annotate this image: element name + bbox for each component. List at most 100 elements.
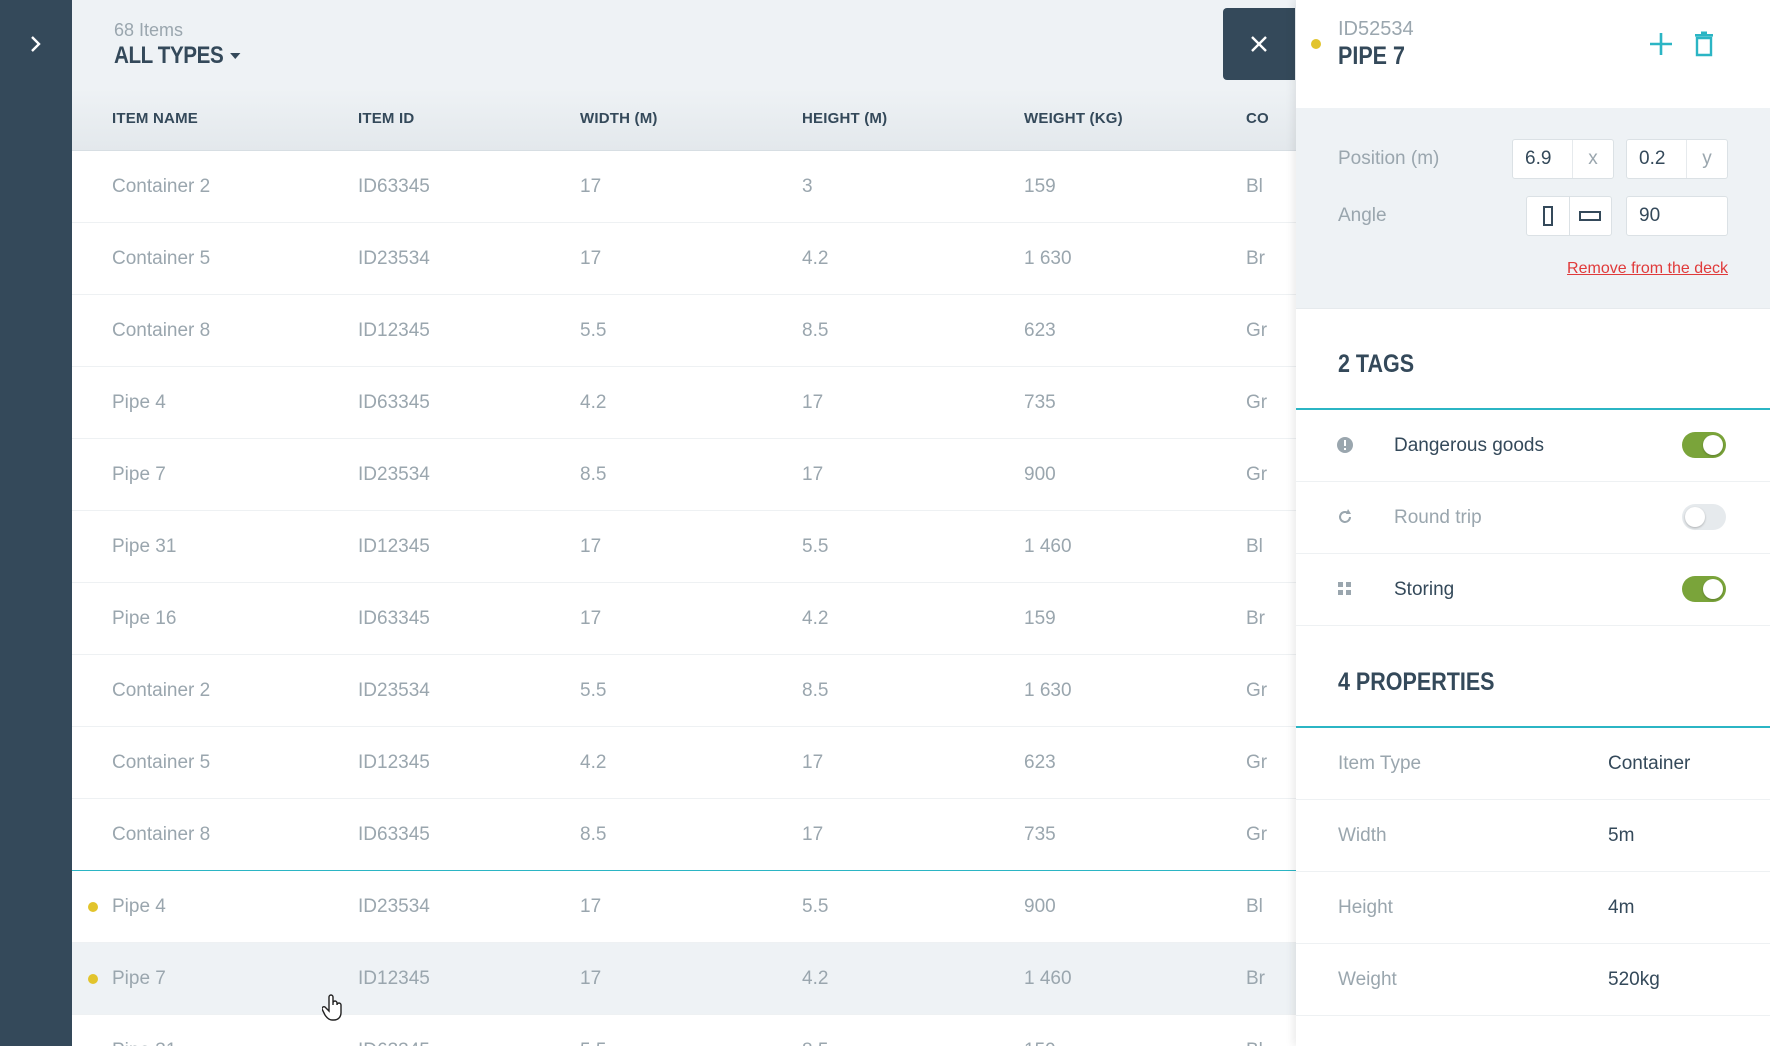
table-row[interactable]: Container 2 ID23534 5.5 8.5 1 630 Gr	[72, 655, 1296, 727]
cell-item-name: Pipe 7	[112, 464, 166, 485]
table-row[interactable]: Pipe 4 ID63345 4.2 17 735 Gr	[72, 367, 1296, 439]
property-key: Width	[1338, 825, 1387, 846]
cell-weight: 1 460	[1024, 536, 1072, 557]
grid-icon	[1338, 582, 1351, 595]
position-section: Position (m) 6.9 x 0.2 y Angle 90	[1296, 108, 1770, 309]
position-y-unit: y	[1686, 140, 1727, 178]
column-header-item-id[interactable]: ITEM ID	[358, 110, 415, 127]
table-row[interactable]: Container 8 ID12345 5.5 8.5 623 Gr	[72, 295, 1296, 367]
table-row[interactable]: Container 5 ID12345 4.2 17 623 Gr	[72, 727, 1296, 799]
toggle-knob	[1703, 579, 1723, 599]
position-y-value: 0.2	[1639, 148, 1666, 169]
cell-width: 17	[580, 896, 602, 917]
table-row[interactable]: Container 8 ID63345 8.5 17 735 Gr	[72, 799, 1296, 871]
detail-header: ID52534 PIPE 7	[1296, 0, 1770, 109]
column-header-width[interactable]: WIDTH (M)	[580, 110, 658, 127]
cell-item-name: Container 8	[112, 320, 211, 341]
cell-weight: 900	[1024, 464, 1056, 485]
expand-sidebar-button[interactable]	[20, 24, 52, 64]
cell-height: 17	[802, 752, 824, 773]
cell-height: 3	[802, 176, 813, 197]
table-row[interactable]: Pipe 7 ID23534 8.5 17 900 Gr	[72, 439, 1296, 511]
cell-weight: 1 460	[1024, 968, 1072, 989]
tag-row-round-trip: Round trip	[1296, 482, 1770, 554]
cell-color: Gr	[1246, 392, 1268, 413]
column-header-height[interactable]: HEIGHT (M)	[802, 110, 888, 127]
cell-item-id: ID12345	[358, 752, 430, 773]
cell-item-name: Container 5	[112, 248, 211, 269]
horizontal-orientation-button[interactable]	[1568, 197, 1612, 235]
cell-color: Gr	[1246, 320, 1268, 341]
chevron-right-icon	[31, 36, 41, 52]
table-row[interactable]: Container 5 ID23534 17 4.2 1 630 Br	[72, 223, 1296, 295]
round-trip-toggle[interactable]	[1682, 504, 1726, 530]
cell-width: 17	[580, 968, 602, 989]
remove-from-deck-link[interactable]: Remove from the deck	[1567, 260, 1728, 277]
cell-item-id: ID12345	[358, 320, 430, 341]
cell-item-name: Pipe 31	[112, 1015, 176, 1046]
table-row[interactable]: Pipe 4 ID23534 17 5.5 900 Bl	[72, 871, 1296, 943]
dangerous-goods-toggle[interactable]	[1682, 432, 1726, 458]
property-value: 4m	[1608, 897, 1635, 918]
cell-width: 8.5	[580, 464, 607, 485]
items-table-body: Container 2 ID63345 17 3 159 Bl Container 5 ID2…	[72, 151, 1296, 1046]
column-header-item-name[interactable]: ITEM NAME	[112, 110, 198, 127]
cell-width: 17	[580, 608, 602, 629]
angle-value: 90	[1639, 205, 1661, 226]
tags-section-header: 2 TAGS	[1296, 308, 1770, 410]
table-row[interactable]: Pipe 31 ID63345 5.5 8.5 159 Bl	[72, 1015, 1296, 1046]
add-button[interactable]	[1643, 26, 1679, 62]
angle-label: Angle	[1338, 205, 1387, 226]
cell-color: Br	[1246, 248, 1265, 269]
storing-toggle[interactable]	[1682, 576, 1726, 602]
cell-item-name: Pipe 16	[112, 608, 177, 629]
cell-item-name: Container 2	[112, 680, 211, 701]
item-status-dot	[1311, 39, 1321, 49]
table-row[interactable]: Pipe 16 ID63345 17 4.2 159 Br	[72, 583, 1296, 655]
property-key: Weight	[1338, 969, 1397, 990]
cell-height: 5.5	[802, 536, 829, 557]
cell-weight: 1 630	[1024, 680, 1072, 701]
items-list-area: 68 Items ALL TYPES ITEM NAME ITEM ID WID…	[72, 0, 1296, 1046]
placed-marker-dot	[88, 902, 98, 912]
type-filter-dropdown[interactable]: ALL TYPES	[114, 42, 241, 70]
detail-item-name: PIPE 7	[1338, 42, 1405, 70]
cell-item-id: ID23534	[358, 680, 430, 701]
position-x-input[interactable]: 6.9 x	[1512, 139, 1614, 179]
column-header-weight[interactable]: WEIGHT (KG)	[1024, 110, 1123, 127]
vertical-orientation-button[interactable]	[1527, 197, 1569, 235]
close-panel-button[interactable]	[1223, 8, 1295, 80]
tag-row-storing: Storing	[1296, 554, 1770, 626]
cell-weight: 159	[1024, 608, 1056, 629]
cell-height: 17	[802, 392, 824, 413]
table-row[interactable]: Pipe 31 ID12345 17 5.5 1 460 Bl	[72, 511, 1296, 583]
property-row-height: Height 4m	[1296, 872, 1770, 944]
tags-title: 2 TAGS	[1338, 350, 1415, 378]
cell-item-id: ID23534	[358, 248, 430, 269]
cell-item-name: Container 5	[112, 752, 211, 773]
cell-color: Bl	[1246, 176, 1263, 197]
cell-width: 8.5	[580, 824, 607, 845]
table-row[interactable]: Container 2 ID63345 17 3 159 Bl	[72, 151, 1296, 223]
cell-height: 5.5	[802, 896, 829, 917]
angle-input[interactable]: 90	[1626, 196, 1728, 236]
cell-height: 4.2	[802, 248, 829, 269]
detail-item-id: ID52534	[1338, 18, 1414, 40]
table-row[interactable]: Pipe 7 ID12345 17 4.2 1 460 Br	[72, 943, 1296, 1015]
cell-width: 4.2	[580, 392, 607, 413]
table-header: ITEM NAME ITEM ID WIDTH (M) HEIGHT (M) W…	[72, 88, 1296, 151]
position-label: Position (m)	[1338, 148, 1440, 169]
position-x-value: 6.9	[1525, 148, 1552, 169]
cell-height: 4.2	[802, 608, 829, 629]
tag-label-round-trip: Round trip	[1394, 507, 1482, 528]
close-icon	[1251, 36, 1267, 52]
cell-height: 8.5	[802, 320, 829, 341]
delete-button[interactable]	[1686, 26, 1722, 62]
cell-item-id: ID63345	[358, 176, 430, 197]
cell-weight: 159	[1024, 1015, 1056, 1046]
properties-section-header: 4 PROPERTIES	[1296, 626, 1770, 728]
position-y-input[interactable]: 0.2 y	[1626, 139, 1728, 179]
property-row-width: Width 5m	[1296, 800, 1770, 872]
plus-icon	[1650, 33, 1672, 55]
column-header-color[interactable]: CO	[1246, 110, 1269, 127]
